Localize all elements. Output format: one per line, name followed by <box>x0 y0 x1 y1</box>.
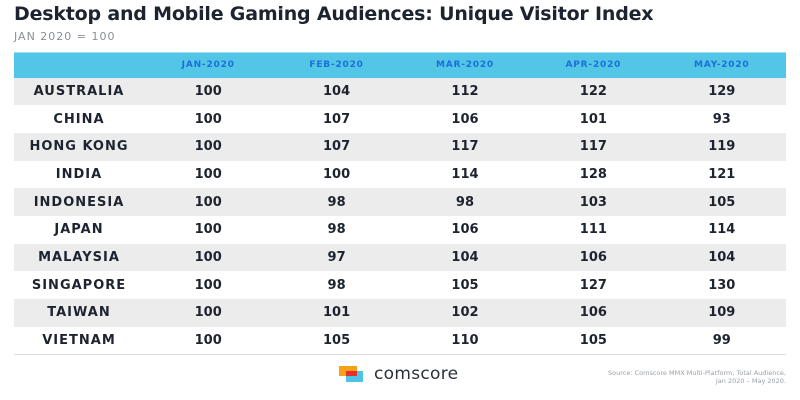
index-value-cell: 106 <box>451 222 479 238</box>
table-header-row: JAN-2020 FEB-2020 MAR-2020 APR-2020 MAY-… <box>14 52 786 78</box>
index-value-cell: 104 <box>323 83 351 99</box>
source-note: Source: Comscore MMX Multi-Platform, Tot… <box>608 369 786 385</box>
index-value-cell: 104 <box>451 249 479 265</box>
table-row: INDIA 100 100 114 128 121 <box>14 160 786 189</box>
index-value-cell: 105 <box>451 277 479 293</box>
table-row: TAIWAN 100 101 102 106 109 <box>14 299 786 327</box>
index-value-cell: 98 <box>327 194 346 210</box>
index-value-cell: 128 <box>579 166 607 182</box>
index-value-cell: 112 <box>451 83 479 99</box>
index-value-cell: 110 <box>400 326 530 356</box>
index-value-cell: 105 <box>708 194 736 210</box>
column-header: APR-2020 <box>529 52 658 78</box>
index-value-cell: 121 <box>708 166 736 182</box>
index-value-cell: 129 <box>708 83 736 99</box>
index-value-cell: 98 <box>327 277 346 293</box>
table-row: MALAYSIA 100 97 104 106 104 <box>14 243 786 272</box>
index-value-cell: 98 <box>327 222 346 238</box>
base-value-cell: 100 <box>194 194 222 210</box>
table-row: INDONESIA 100 98 98 103 105 <box>14 188 786 216</box>
index-value-cell: 130 <box>708 277 736 293</box>
table-row: HONG KONG 100 107 117 117 119 <box>14 132 786 161</box>
index-value-cell: 127 <box>579 277 607 293</box>
page-title: Desktop and Mobile Gaming Audiences: Uni… <box>14 3 654 25</box>
country-label: INDIA <box>55 166 103 182</box>
column-header: MAY-2020 <box>657 52 786 78</box>
index-value-cell: 105 <box>272 326 401 356</box>
index-value-cell: 104 <box>708 249 736 265</box>
index-value-cell: 99 <box>657 326 786 356</box>
index-value-cell: 106 <box>579 305 607 321</box>
index-value-cell: 107 <box>323 139 351 155</box>
index-value-cell: 101 <box>323 305 351 321</box>
index-value-cell: 101 <box>579 111 607 127</box>
base-value-cell: 100 <box>194 166 222 182</box>
visitor-index-table: JAN-2020 FEB-2020 MAR-2020 APR-2020 MAY-… <box>14 52 786 356</box>
base-value-cell: 100 <box>194 139 222 155</box>
index-value-cell: 100 <box>323 166 351 182</box>
index-value-cell: 106 <box>451 111 479 127</box>
table-row: CHINA 100 107 106 101 93 <box>14 105 786 133</box>
index-value-cell: 119 <box>708 139 736 155</box>
table-row: AUSTRALIA 100 104 112 122 129 <box>14 77 786 106</box>
index-value-cell: 114 <box>451 166 479 182</box>
base-value-cell: 100 <box>194 249 222 265</box>
index-value-cell: 105 <box>529 326 658 356</box>
country-label: VIETNAM <box>14 326 144 356</box>
index-value-cell: 117 <box>451 139 479 155</box>
column-header <box>14 52 144 78</box>
base-value-cell: 100 <box>194 83 222 99</box>
comscore-logo-icon <box>339 366 365 384</box>
index-value-cell: 103 <box>579 194 607 210</box>
index-value-cell: 114 <box>708 222 736 238</box>
source-line: Source: Comscore MMX Multi-Platform, Tot… <box>608 369 786 377</box>
table-row: VIETNAM 100 105 110 105 99 <box>14 326 786 356</box>
country-label: AUSTRALIA <box>33 83 125 99</box>
index-value-cell: 102 <box>451 305 479 321</box>
country-label: JAPAN <box>54 222 104 238</box>
country-label: INDONESIA <box>33 194 125 210</box>
index-value-cell: 122 <box>579 83 607 99</box>
index-value-cell: 98 <box>455 194 475 210</box>
index-value-cell: 107 <box>323 111 351 127</box>
index-value-cell: 106 <box>579 249 607 265</box>
column-header: JAN-2020 <box>144 52 273 78</box>
base-value-cell: 100 <box>144 326 273 356</box>
base-value-cell: 100 <box>194 277 222 293</box>
column-header: FEB-2020 <box>272 52 401 78</box>
base-value-cell: 100 <box>194 222 222 238</box>
country-label: TAIWAN <box>47 305 111 321</box>
table-row: JAPAN 100 98 106 111 114 <box>14 215 786 244</box>
index-value-cell: 117 <box>579 139 607 155</box>
page-subtitle: JAN 2020 = 100 <box>14 30 116 43</box>
country-label: HONG KONG <box>29 139 129 155</box>
base-value-cell: 100 <box>194 111 222 127</box>
column-header: MAR-2020 <box>400 52 530 78</box>
index-value-cell: 109 <box>708 305 736 321</box>
brand-name: comscore <box>374 364 459 384</box>
index-value-cell: 111 <box>579 222 607 238</box>
country-label: CHINA <box>53 111 105 127</box>
index-value-cell: 93 <box>712 111 731 127</box>
source-line: Jan 2020 – May 2020. <box>715 377 786 385</box>
base-value-cell: 100 <box>194 305 222 321</box>
table-row: SINGAPORE 100 98 105 127 130 <box>14 271 786 299</box>
country-label: SINGAPORE <box>31 277 127 293</box>
index-value-cell: 97 <box>327 249 346 265</box>
country-label: MALAYSIA <box>38 249 120 265</box>
